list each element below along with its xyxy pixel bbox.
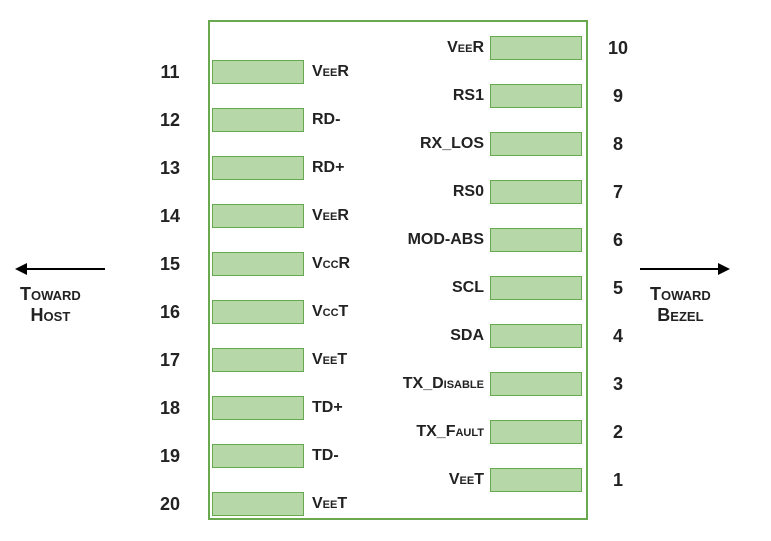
side-text-line: Toward (650, 284, 711, 305)
pin-number: 4 (598, 326, 638, 347)
pin-pad (212, 108, 304, 132)
pin-label: MOD-ABS (408, 231, 484, 249)
pin-label: VeeR (312, 207, 349, 225)
pin-label: VeeT (312, 351, 347, 369)
pin-number: 12 (150, 110, 190, 131)
pin-pad (212, 252, 304, 276)
pin-number: 15 (150, 254, 190, 275)
pin-pad (212, 396, 304, 420)
pin-number: 8 (598, 134, 638, 155)
pin-number: 14 (150, 206, 190, 227)
pin-number: 1 (598, 470, 638, 491)
pin-pad (490, 276, 582, 300)
pin-number: 7 (598, 182, 638, 203)
pin-label: VccT (312, 303, 348, 321)
pin-label: VeeT (312, 495, 347, 513)
pin-number: 13 (150, 158, 190, 179)
pin-pad (490, 420, 582, 444)
pin-number: 16 (150, 302, 190, 323)
pin-label: RS1 (453, 87, 484, 105)
pin-pad (490, 228, 582, 252)
pin-pad (490, 468, 582, 492)
label-toward-host: TowardHost (20, 284, 81, 326)
pin-label: VeeR (312, 63, 349, 81)
pin-label: RD+ (312, 159, 344, 177)
pin-label: VeeR (447, 39, 484, 57)
pin-number: 6 (598, 230, 638, 251)
label-toward-bezel: TowardBezel (650, 284, 711, 326)
side-text-line: Bezel (650, 305, 711, 326)
pin-number: 5 (598, 278, 638, 299)
pin-pad (212, 444, 304, 468)
pin-label: RX_LOS (420, 135, 484, 153)
pin-label: VeeT (449, 471, 484, 489)
pin-number: 9 (598, 86, 638, 107)
pin-label: SCL (452, 279, 484, 297)
pin-pad (212, 60, 304, 84)
pin-pad (212, 348, 304, 372)
pin-number: 19 (150, 446, 190, 467)
pin-pad (212, 300, 304, 324)
pin-pad (490, 132, 582, 156)
pin-pad (490, 84, 582, 108)
pin-pad (490, 180, 582, 204)
pin-label: TD+ (312, 399, 343, 417)
pin-pad (490, 36, 582, 60)
pin-number: 11 (150, 62, 190, 83)
side-text-line: Toward (20, 284, 81, 305)
pin-label: RD- (312, 111, 340, 129)
pin-number: 20 (150, 494, 190, 515)
pin-pad (490, 324, 582, 348)
pin-pad (490, 372, 582, 396)
side-text-line: Host (20, 305, 81, 326)
pin-pad (212, 204, 304, 228)
pin-label: RS0 (453, 183, 484, 201)
arrow-left-icon (25, 268, 105, 270)
pin-pad (212, 156, 304, 180)
pin-label: TD- (312, 447, 339, 465)
arrow-right-icon (640, 268, 720, 270)
pin-label: TX_Disable (403, 375, 484, 393)
pin-number: 10 (598, 38, 638, 59)
pin-pad (212, 492, 304, 516)
pin-label: TX_Fault (416, 423, 484, 441)
pin-number: 3 (598, 374, 638, 395)
pin-number: 2 (598, 422, 638, 443)
pin-number: 17 (150, 350, 190, 371)
pin-label: SDA (450, 327, 484, 345)
pin-label: VccR (312, 255, 350, 273)
pin-number: 18 (150, 398, 190, 419)
